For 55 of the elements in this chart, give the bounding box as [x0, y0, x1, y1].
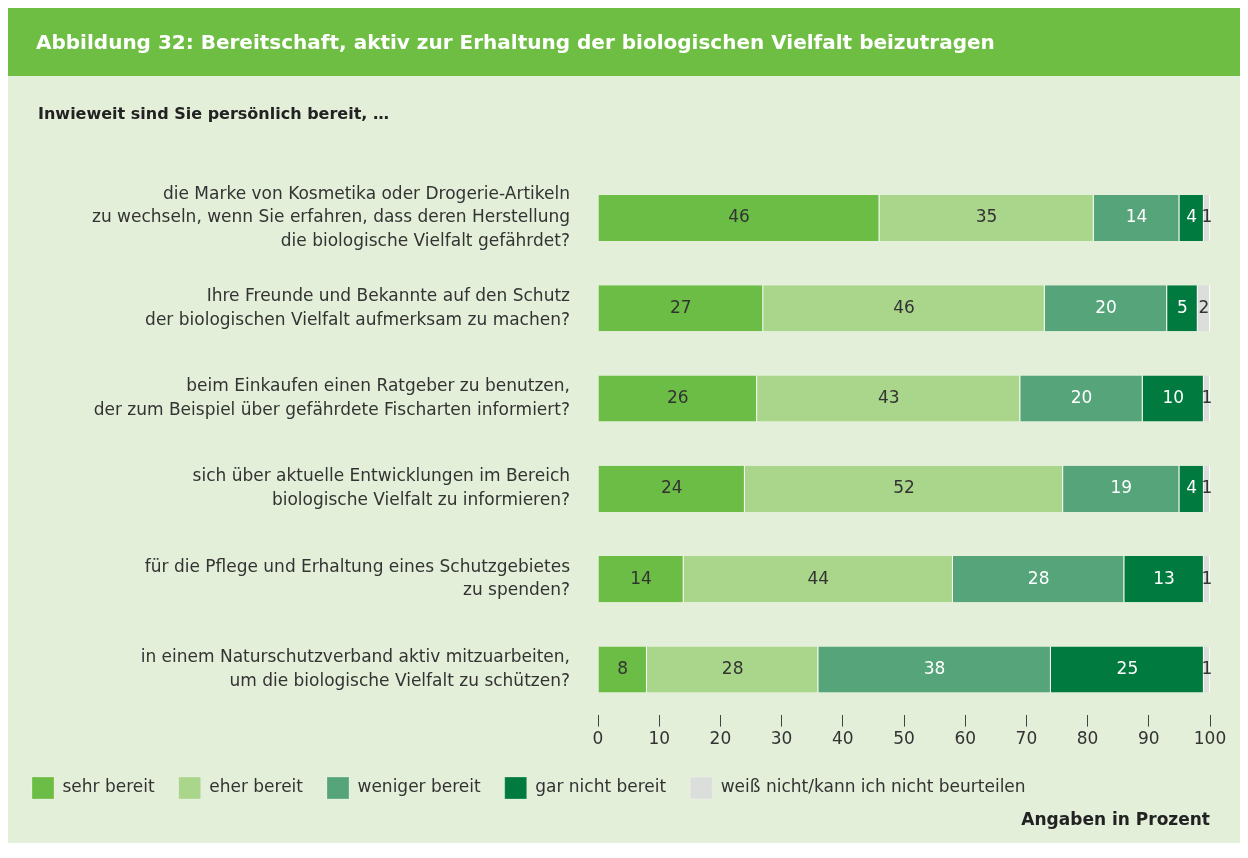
chart-title: Abbildung 32: Bereitschaft, aktiv zur Erhaltung der biologischen Vielfalt beizutragen	[8, 8, 1240, 76]
x-tick-label: 20	[709, 728, 732, 749]
y-tick-label: sich über aktuelle Entwicklungen im Bereich biologische Vielfalt zu informieren?	[192, 465, 570, 510]
data-label: 1	[1201, 477, 1213, 498]
x-tick-label: 70	[1015, 728, 1038, 749]
y-tick-label: Ihre Freunde und Bekannte auf den Schutz der biologischen Vielfalt aufmerksam zu machen?	[145, 284, 571, 329]
x-tick-label: 50	[893, 728, 915, 749]
data-label: 8	[617, 657, 629, 678]
data-label: 14	[1125, 206, 1148, 227]
legend-label: sehr bereit	[62, 776, 156, 797]
data-label: 19	[1110, 477, 1133, 498]
x-tick-label: 90	[1137, 728, 1160, 749]
legend-label: weniger bereit	[357, 776, 482, 797]
data-label: 25	[1116, 657, 1139, 678]
legend-label: eher bereit	[209, 776, 304, 797]
data-label: 38	[923, 657, 946, 678]
data-label: 4	[1186, 477, 1198, 498]
x-tick-label: 10	[648, 728, 671, 749]
y-tick-label: beim Einkaufen einen Ratgeber zu benutzen, der zum Beispiel über gefährdete Fischarten informiert?	[93, 375, 570, 419]
y-tick-label: die Marke von Kosmetika oder Drogerie-Artikeln zu wechseln, wenn Sie erfahren, dass deren Herstellung die biologische Vielfalt gefährdet?	[91, 182, 570, 251]
data-label: 43	[877, 386, 900, 407]
data-label: 46	[728, 206, 750, 227]
data-label: 44	[807, 567, 830, 588]
data-label: 4	[1186, 206, 1198, 227]
data-label: 10	[1162, 386, 1185, 407]
data-label: 14	[630, 567, 652, 588]
x-tick-label: 100	[1193, 728, 1227, 749]
data-label: 1	[1201, 206, 1213, 227]
data-label: 26	[666, 386, 689, 407]
y-tick-label: für die Pflege und Erhaltung eines Schutzgebietes zu spenden?	[144, 555, 571, 600]
data-label: 2	[1198, 296, 1210, 317]
x-tick-label: 0	[592, 728, 604, 749]
y-tick-label: in einem Naturschutzverband aktiv mitzuarbeiten, um die biologische Vielfalt zu schützen?	[140, 645, 570, 690]
data-label: 1	[1201, 567, 1213, 588]
legend-label: gar nicht bereit	[535, 776, 667, 797]
data-label: 28	[721, 657, 744, 678]
data-label: 35	[975, 206, 998, 227]
data-label: 20	[1095, 296, 1117, 317]
x-tick-label: 40	[831, 728, 854, 749]
data-label: 24	[660, 477, 683, 498]
data-label: 20	[1070, 386, 1093, 407]
data-label: 27	[670, 296, 692, 317]
x-tick-label: 80	[1076, 728, 1099, 749]
data-label: 1	[1201, 386, 1213, 407]
x-tick-label: 30	[770, 728, 793, 749]
x-tick-label: 60	[954, 728, 977, 749]
data-label: 28	[1027, 567, 1050, 588]
text: Inwieweit sind Sie persönlich bereit, …	[37, 103, 390, 125]
data-label: 1	[1201, 657, 1213, 678]
data-label: 46	[893, 296, 915, 317]
data-label: 52	[893, 477, 915, 498]
text: Angaben in Prozent	[1020, 809, 1210, 829]
data-label: 13	[1153, 567, 1175, 588]
legend-label: weiß nicht/kann ich nicht beurteilen	[720, 776, 1026, 797]
data-label: 5	[1177, 296, 1188, 317]
